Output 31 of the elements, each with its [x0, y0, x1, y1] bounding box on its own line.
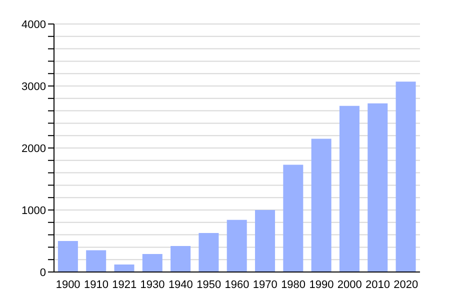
bar — [311, 138, 332, 272]
x-tick-label: 1910 — [84, 278, 108, 291]
y-tick-label: 3000 — [22, 81, 46, 93]
x-tick-label: 1900 — [56, 278, 80, 291]
bar — [368, 103, 388, 272]
bar — [170, 246, 191, 272]
bar — [58, 241, 78, 272]
x-tick-label: 1980 — [281, 278, 306, 291]
x-tick-label: 2020 — [394, 278, 418, 291]
x-tick-label: 1921 — [112, 278, 137, 291]
bar — [396, 82, 416, 272]
bar — [283, 164, 304, 272]
bar — [339, 106, 360, 272]
bar — [142, 254, 162, 272]
x-tick-label: 1930 — [140, 278, 165, 291]
x-tick-label: 1940 — [168, 278, 193, 291]
bar — [198, 232, 219, 272]
x-tick-label: 1960 — [224, 278, 250, 291]
x-tick-label: 1950 — [196, 278, 222, 291]
y-tick-label: 1000 — [22, 205, 46, 217]
bar — [114, 264, 134, 272]
y-tick-label: 4000 — [22, 19, 46, 31]
bar — [86, 250, 106, 272]
y-tick-label: 0 — [40, 267, 46, 279]
x-tick-label: 2010 — [366, 278, 390, 291]
x-tick-label: 2000 — [337, 278, 362, 291]
bar — [226, 220, 247, 272]
x-tick-label: 1990 — [309, 278, 334, 291]
x-tick-label: 1970 — [252, 278, 278, 291]
y-tick-label: 2000 — [22, 143, 46, 155]
bar — [255, 210, 276, 272]
